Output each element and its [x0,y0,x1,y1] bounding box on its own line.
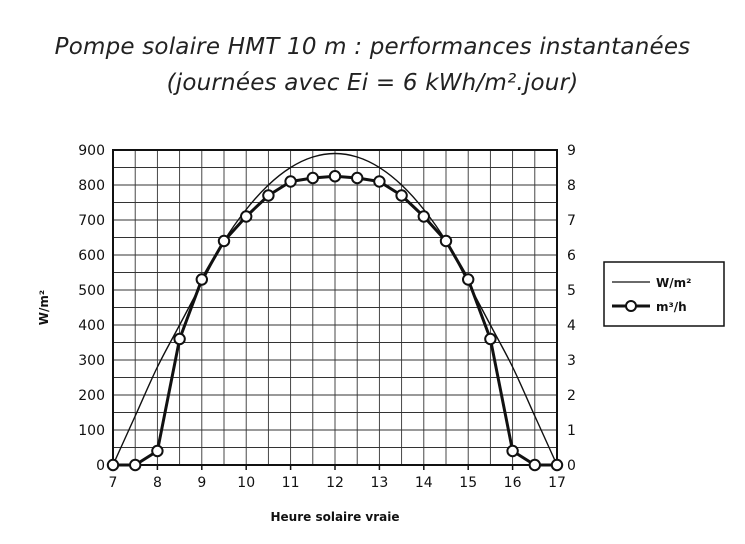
series-point-m3h [439,234,453,248]
chart-title: Pompe solaire HMT 10 m : performances in… [54,34,691,60]
x-tick-label: 16 [504,475,522,491]
y-right-tick-label: 7 [567,213,576,229]
y-left-tick-label: 400 [78,318,105,334]
y-left-tick-label: 100 [78,423,105,439]
x-tick-label: 8 [153,475,162,491]
x-tick-label: 12 [326,475,344,491]
x-tick-label: 17 [548,475,566,491]
legend-marker-m3h [625,300,637,312]
y-left-tick-label: 200 [78,388,105,404]
series-point-m3h [106,458,120,472]
series-point-m3h [173,332,186,346]
series-point-m3h [506,444,519,458]
series-point-m3h [284,175,297,188]
series-point-m3h [550,458,564,472]
legend-label-wm2: W/m² [656,276,691,290]
x-tick-labels: 7 8 9 10 11 12 13 14 15 16 17 [109,465,566,491]
grid [112,149,558,466]
y-right-tick-label: 1 [567,423,576,439]
y-left-tick-label: 900 [78,143,105,159]
y-left-tick-label: 300 [78,353,105,369]
x-axis-label: Heure solaire vraie [271,510,400,524]
y-right-tick-label: 0 [567,458,576,474]
x-tick-label: 9 [197,475,206,491]
y-left-tick-label: 600 [78,248,105,264]
y-left-tick-label: 700 [78,213,105,229]
series-point-m3h [306,171,319,185]
y-right-tick-label: 6 [567,248,576,264]
y-right-tick-labels: 0 1 2 3 4 5 6 7 8 9 [567,143,576,474]
legend: W/m² m³/h [603,261,725,327]
series-point-m3h [417,210,430,223]
series-point-m3h [240,210,253,223]
x-tick-label: 10 [237,475,255,491]
series-point-m3h [395,189,408,202]
y-left-tick-labels: 0 100 200 300 400 500 600 700 800 900 [78,143,105,474]
series-point-m3h [484,332,497,346]
series-point-m3h [129,458,142,472]
y-right-tick-label: 8 [567,178,576,194]
y-left-axis-label: W/m² [37,290,51,325]
series-point-m3h [528,458,541,472]
chart-subtitle: (journées avec Ei = 6 kWh/m².jour) [166,70,579,96]
series-point-m3h [328,170,342,183]
x-tick-label: 15 [459,475,477,491]
series-point-m3h [462,273,475,286]
y-right-tick-label: 2 [567,388,576,404]
x-tick-label: 13 [370,475,388,491]
series-point-m3h [262,189,275,202]
series-point-m3h [373,175,386,188]
legend-box [603,261,725,327]
y-left-tick-label: 500 [78,283,105,299]
series [106,152,564,472]
series-point-m3h [151,444,164,458]
y-left-tick-label: 0 [96,458,105,474]
series-point-m3h [351,171,364,185]
series-point-m3h [217,234,231,248]
series-point-m3h [195,273,209,286]
legend-label-m3h: m³/h [656,300,687,314]
series-line-wm2 [112,152,558,466]
x-tick-label: 7 [109,475,118,491]
y-right-tick-label: 5 [567,283,576,299]
y-left-tick-label: 800 [78,178,105,194]
y-right-tick-label: 9 [567,143,576,159]
y-right-tick-label: 3 [567,353,576,369]
x-tick-label: 11 [282,475,300,491]
y-right-tick-label: 4 [567,318,576,334]
x-tick-label: 14 [415,475,433,491]
